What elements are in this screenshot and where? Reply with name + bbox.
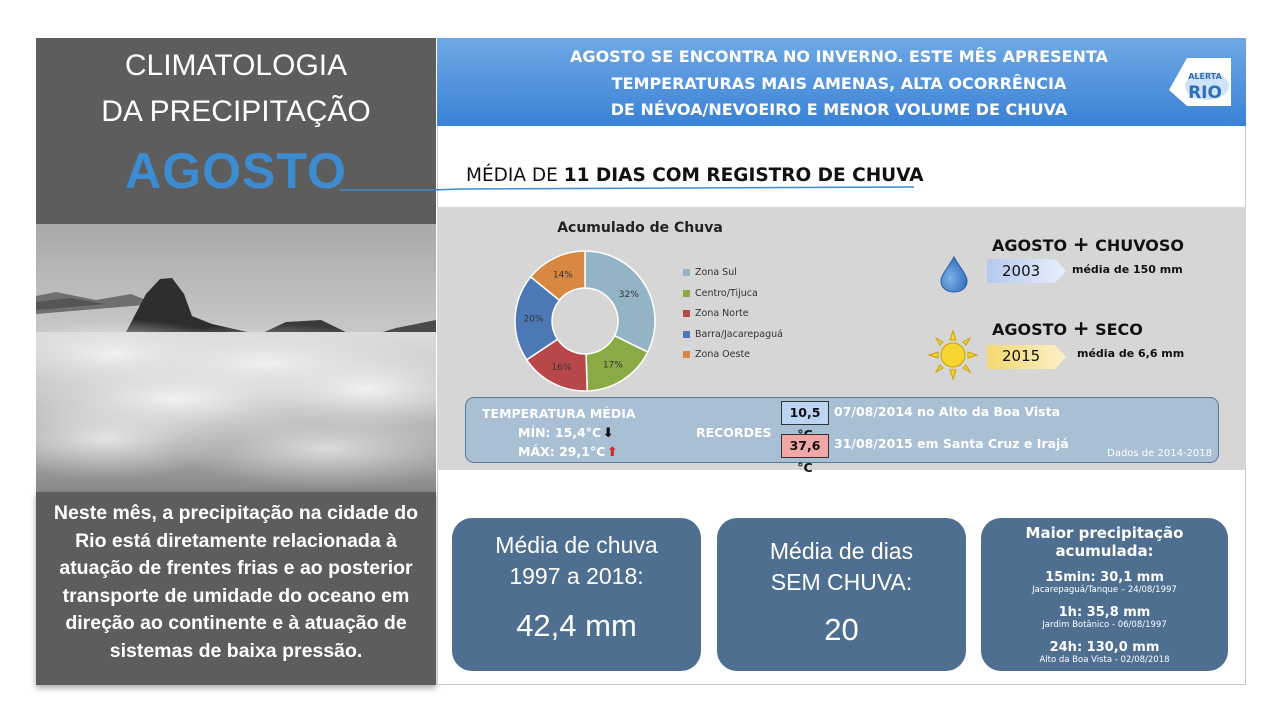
wettest-word: CHUVOSO	[1095, 236, 1185, 255]
record-min-text: 07/08/2014 no Alto da Boa Vista	[834, 404, 1061, 419]
logo-small-text: ALERTA	[1188, 72, 1222, 81]
avg-rain-line-2: 1997 a 2018:	[509, 563, 644, 589]
avg-rain-value: 42,4 mm	[516, 608, 637, 643]
max-precipitation-card: Maior precipitação acumulada: 15min: 30,…	[981, 518, 1228, 671]
record-min-value: 10,5 °C	[781, 401, 829, 442]
donut-slice-label: 16%	[551, 363, 571, 373]
record-max-text: 31/08/2015 em Santa Cruz e Irajá	[834, 436, 1069, 451]
legend-swatch	[683, 310, 690, 317]
donut-slice-label: 20%	[524, 315, 544, 325]
driest-heading: AGOSTO + SECO	[992, 316, 1143, 340]
legend-item: Centro/Tijuca	[683, 287, 783, 308]
dry-days-value: 20	[824, 612, 859, 647]
legend-swatch	[683, 289, 690, 297]
temperature-min-value: MÍN: 15,4°C	[518, 425, 602, 440]
donut-chart: 32% 17% 16% 20% 14%	[514, 250, 656, 392]
logo-big-text: RIO	[1188, 83, 1222, 103]
dry-days-card: Média de dias SEM CHUVA: 20	[717, 518, 966, 671]
plus-sign: +	[1072, 316, 1090, 340]
max-precip-1h: 1h: 35,8 mm	[1058, 605, 1151, 620]
legend-swatch	[683, 351, 690, 358]
donut-slice-label: 32%	[619, 290, 639, 300]
banner-line-1: AGOSTO SE ENCONTRA NO INVERNO. ESTE MÊS …	[570, 47, 1108, 66]
legend-label: Zona Sul	[695, 267, 737, 278]
data-source: Dados de 2014-2018	[1107, 448, 1212, 459]
plus-sign: +	[1072, 232, 1090, 256]
max-precip-15min: 15min: 30,1 mm	[1045, 570, 1164, 585]
driest-note: média de 6,6 mm	[1077, 347, 1185, 360]
max-precip-24h: 24h: 130,0 mm	[1049, 640, 1160, 655]
description-text: Neste mês, a precipitação na cidade do R…	[36, 492, 436, 685]
avg-rain-line-1: Média de chuva	[495, 532, 658, 558]
dry-days-line-1: Média de dias	[769, 538, 914, 564]
mountain-fog-photo	[36, 224, 436, 492]
wet-year-tag-shape	[987, 259, 1066, 283]
temperature-max-value: MÁX: 29,1°C	[518, 444, 606, 459]
wettest-year: 2003	[1002, 262, 1041, 280]
max-precip-item: 15min: 30,1 mm Jacarepaguá/Tanque – 24/0…	[981, 570, 1228, 595]
temperature-min: MÍN: 15,4°C ⬇	[518, 425, 615, 441]
wettest-heading: AGOSTO + CHUVOSO	[992, 232, 1184, 256]
banner-text: AGOSTO SE ENCONTRA NO INVERNO. ESTE MÊS …	[537, 44, 1141, 124]
legend-label: Centro/Tijuca	[695, 287, 758, 299]
dry-year-tag-shape	[987, 345, 1066, 369]
header-banner: AGOSTO SE ENCONTRA NO INVERNO. ESTE MÊS …	[437, 38, 1246, 126]
max-precip-24h-sub: Alto da Boa Vista - 02/08/2018	[1039, 655, 1170, 665]
record-max-value: 37,6 °C	[781, 434, 829, 475]
arrow-down-icon: ⬇	[602, 426, 614, 441]
title-line-2: DA PRECIPITAÇÃO	[101, 95, 371, 128]
donut-slice-zona-sul	[584, 250, 656, 354]
rain-days-prefix: MÉDIA DE	[466, 165, 558, 186]
wettest-month: AGOSTO	[992, 236, 1068, 255]
alerta-rio-logo: ALERTA RIO	[1169, 58, 1231, 106]
legend-label: Barra/Jacarepaguá	[695, 328, 783, 340]
max-precip-title: Maior precipitação acumulada:	[1025, 524, 1184, 560]
driest-year: 2015	[1002, 347, 1041, 365]
legend-item: Barra/Jacarepaguá	[683, 328, 783, 349]
avg-rain-card: Média de chuva 1997 a 2018: 42,4 mm	[452, 518, 701, 671]
max-precip-item: 24h: 130,0 mm Alto da Boa Vista - 02/08/…	[981, 640, 1228, 665]
temperature-title: TEMPERATURA MÉDIA	[482, 406, 636, 421]
dry-days-line-2: SEM CHUVA:	[770, 569, 913, 595]
legend-item: Zona Norte	[683, 307, 783, 328]
records-label: RECORDES	[696, 425, 772, 440]
left-title-panel: CLIMATOLOGIA DA PRECIPITAÇÃO AGOSTO	[36, 38, 436, 224]
chart-title: Acumulado de Chuva	[557, 220, 723, 236]
legend-swatch	[683, 269, 690, 276]
chart-legend: Zona Sul Centro/Tijuca Zona Norte Barra/Jac…	[683, 266, 783, 369]
legend-item: Zona Oeste	[683, 348, 783, 369]
rain-days-bold: 11 DIAS COM REGISTRO DE CHUVA	[563, 165, 924, 186]
driest-month: AGOSTO	[992, 320, 1068, 339]
fog-landscape-image	[36, 224, 436, 492]
legend-label: Zona Norte	[695, 308, 749, 319]
arrow-up-icon: ⬆	[606, 445, 618, 460]
month-title: AGOSTO	[125, 143, 347, 199]
rain-days-heading: MÉDIA DE 11 DIAS COM REGISTRO DE CHUVA	[466, 165, 924, 186]
donut-slice-label: 17%	[603, 360, 623, 370]
driest-word: SECO	[1095, 320, 1143, 339]
banner-line-3: DE NÉVOA/NEVOEIRO E MENOR VOLUME DE CHUV…	[610, 100, 1068, 119]
banner-line-2: TEMPERATURAS MAIS AMENAS, ALTA OCORRÊNCI…	[611, 73, 1067, 93]
donut-slice-zona-oeste	[529, 250, 586, 302]
legend-item: Zona Sul	[683, 266, 783, 287]
title-line-1: CLIMATOLOGIA	[124, 49, 348, 82]
temperature-max: MÁX: 29,1°C ⬆	[518, 444, 619, 460]
sun-icon	[928, 330, 978, 380]
water-drop-icon	[940, 255, 968, 293]
wettest-note: média de 150 mm	[1072, 263, 1183, 276]
donut-slice-label: 14%	[553, 270, 573, 280]
temperature-box: TEMPERATURA MÉDIA MÍN: 15,4°C ⬇ MÁX: 29,1…	[465, 397, 1219, 475]
max-precip-1h-sub: Jardim Botânico - 06/08/1997	[1042, 620, 1167, 630]
legend-label: Zona Oeste	[695, 349, 751, 360]
max-precip-15min-sub: Jacarepaguá/Tanque – 24/08/1997	[1032, 585, 1177, 595]
legend-swatch	[683, 330, 690, 338]
max-precip-item: 1h: 35,8 mm Jardim Botânico - 06/08/1997	[981, 605, 1228, 630]
